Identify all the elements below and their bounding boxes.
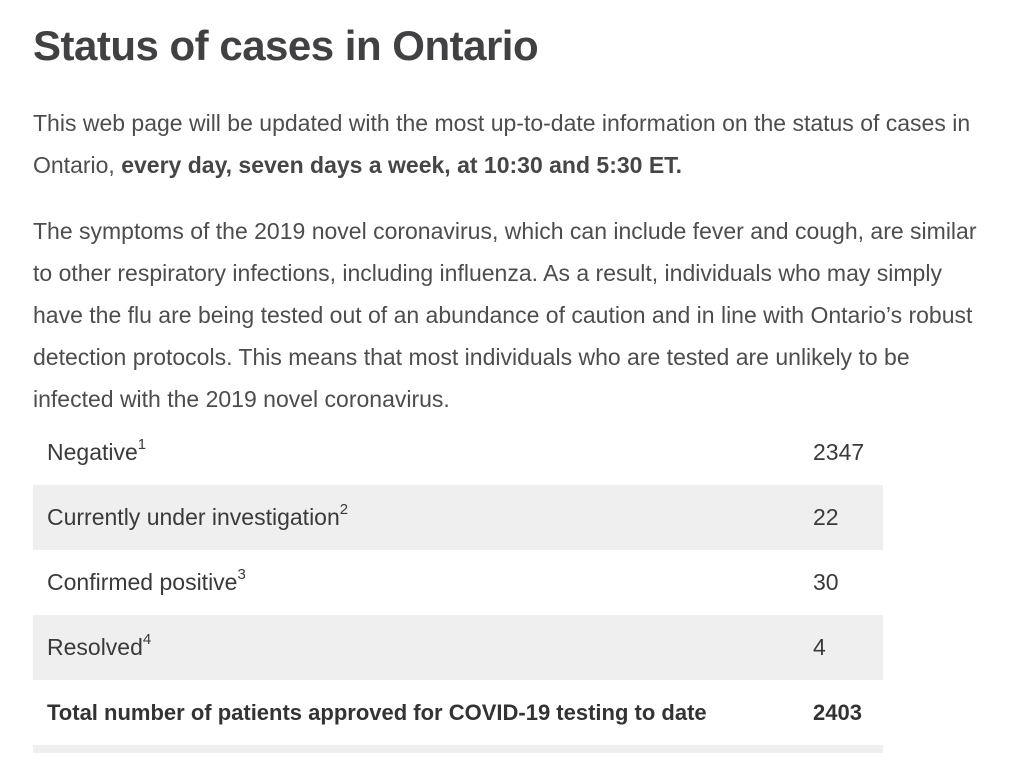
row-value: 2347 [813, 439, 865, 465]
total-row-label-text: Total number of patients approved for CO… [47, 699, 707, 725]
row-label: Confirmed positive3 [33, 569, 813, 596]
footnote-ref: 3 [237, 569, 246, 584]
main-content: Status of cases in Ontario This web page… [33, 20, 990, 753]
intro-schedule-bold: every day, seven days a week, at 10:30 a… [121, 152, 683, 178]
row-value: 30 [813, 569, 839, 595]
row-label: Resolved4 [33, 634, 813, 661]
row-value: 4 [813, 634, 826, 660]
total-row-value: 2403 [813, 699, 862, 725]
row-label-text: Negative [47, 439, 138, 465]
table-row-confirmed-positive: Confirmed positive3 30 [33, 550, 883, 615]
intro-text: This web page will be updated with the m… [33, 110, 971, 178]
table-bottom-divider [33, 745, 883, 753]
total-row-label: Total number of patients approved for CO… [33, 700, 813, 726]
table-row-negative: Negative1 2347 [33, 420, 883, 485]
table-row-resolved: Resolved4 4 [33, 615, 883, 680]
row-label: Currently under investigation2 [33, 504, 813, 531]
footnote-ref: 1 [137, 439, 147, 454]
status-table: Negative1 2347 Currently under investiga… [33, 420, 883, 753]
intro-paragraph: This web page will be updated with the m… [33, 102, 990, 186]
table-row-total: Total number of patients approved for CO… [33, 680, 883, 745]
row-label-text: Resolved [47, 634, 143, 660]
symptoms-paragraph: The symptoms of the 2019 novel coronavir… [33, 218, 977, 412]
footnote-ref: 4 [142, 634, 152, 649]
footnote-ref: 2 [339, 504, 349, 519]
table-row-under-investigation: Currently under investigation2 22 [33, 485, 883, 550]
row-label-text: Currently under investigation [47, 504, 340, 530]
page-title: Status of cases in Ontario [33, 22, 539, 69]
row-value: 22 [813, 504, 839, 530]
row-label: Negative1 [33, 439, 813, 466]
row-label-text: Confirmed positive [47, 569, 238, 595]
